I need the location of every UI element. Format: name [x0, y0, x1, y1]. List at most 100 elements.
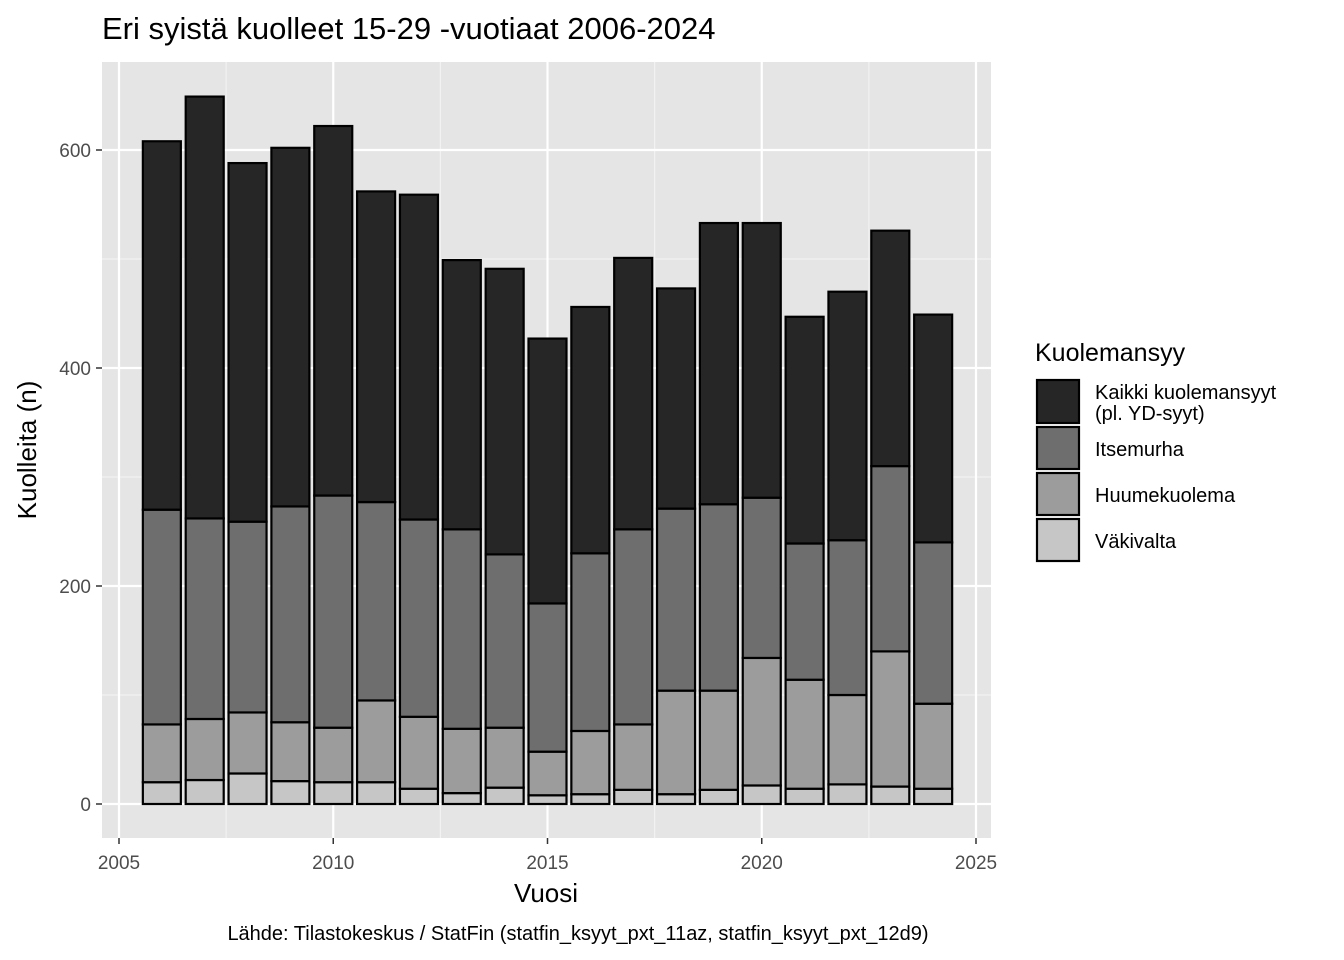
bar-2017-kaikki — [613, 256, 654, 531]
bar-2017-väkivalta — [613, 788, 654, 806]
bar-2018-kaikki — [655, 287, 697, 510]
y-axis-title: Kuolleita (n) — [12, 381, 42, 520]
chart-title: Eri syistä kuolleet 15-29 -vuotiaat 2006… — [102, 11, 715, 46]
y-axis: 0 200 400 600 — [59, 141, 102, 816]
bar-2007-huumekuolema — [184, 717, 225, 782]
x-tick-label: 2025 — [955, 853, 997, 874]
bar-2006-väkivalta — [141, 781, 182, 806]
y-tick-label: 200 — [59, 577, 91, 598]
bar-2007-kaikki — [184, 95, 225, 520]
bar-2011-huumekuolema — [356, 699, 397, 784]
bar-2022-huumekuolema — [827, 693, 868, 786]
bar-2021-kaikki — [784, 315, 825, 545]
bar-2019-kaikki — [698, 221, 740, 506]
bar-2020-huumekuolema — [741, 656, 782, 787]
legend-title: Kuolemansyy — [1035, 339, 1186, 367]
bar-2024-väkivalta — [913, 787, 954, 806]
bar-2008-itsemurha — [227, 520, 268, 714]
bar-2013-itsemurha — [441, 528, 482, 730]
bar-2021-huumekuolema — [784, 678, 825, 790]
legend-swatch-2 — [1035, 425, 1081, 471]
bar-2013-väkivalta — [441, 791, 482, 806]
bar-2022-väkivalta — [827, 783, 868, 806]
bar-2021-väkivalta — [784, 787, 825, 806]
x-tick-label: 2010 — [312, 853, 354, 874]
bar-2016-väkivalta — [570, 793, 611, 806]
bar-2010-huumekuolema — [313, 726, 354, 784]
legend-label: Kaikki kuolemansyyt — [1095, 382, 1277, 404]
bar-2020-väkivalta — [741, 784, 782, 806]
bar-2015-kaikki — [527, 337, 568, 605]
bar-2011-kaikki — [356, 190, 397, 504]
x-tick-label: 2015 — [526, 853, 568, 874]
bar-2006-kaikki — [141, 140, 182, 511]
bar-2010-kaikki — [313, 124, 354, 497]
bar-2019-itsemurha — [698, 503, 740, 692]
y-tick-label: 400 — [59, 359, 91, 380]
bar-2011-itsemurha — [356, 500, 397, 702]
legend-label: Väkivalta — [1095, 531, 1177, 553]
bar-2015-itsemurha — [527, 602, 568, 753]
bar-2008-kaikki — [227, 161, 268, 523]
bar-2009-huumekuolema — [270, 721, 311, 783]
bar-2010-väkivalta — [313, 781, 354, 806]
legend-label: (pl. YD-syyt) — [1095, 403, 1205, 425]
bar-2023-väkivalta — [870, 785, 911, 806]
bar-2023-kaikki — [870, 229, 911, 468]
bar-2016-kaikki — [570, 305, 611, 555]
bar-2008-huumekuolema — [227, 711, 268, 775]
bar-2014-väkivalta — [484, 786, 525, 806]
legend-label: Itsemurha — [1095, 439, 1185, 461]
x-axis-title: Vuosi — [514, 878, 578, 908]
bar-2022-itsemurha — [827, 539, 868, 697]
bars — [141, 95, 954, 806]
bar-2012-huumekuolema — [398, 715, 440, 790]
bar-2017-huumekuolema — [613, 723, 654, 791]
bar-2021-itsemurha — [784, 542, 825, 681]
bar-2013-huumekuolema — [441, 727, 482, 795]
bar-2011-väkivalta — [356, 781, 397, 806]
bar-2009-itsemurha — [270, 505, 311, 724]
bar-2018-itsemurha — [655, 507, 697, 692]
bar-2016-itsemurha — [570, 552, 611, 733]
bar-2007-väkivalta — [184, 778, 225, 806]
bar-2017-itsemurha — [613, 528, 654, 726]
bar-2024-huumekuolema — [913, 702, 954, 790]
bar-2008-väkivalta — [227, 772, 268, 806]
x-tick-label: 2020 — [741, 853, 783, 874]
bar-2023-huumekuolema — [870, 650, 911, 788]
bar-2018-huumekuolema — [655, 689, 697, 796]
bar-2019-huumekuolema — [698, 689, 740, 791]
y-tick-label: 0 — [80, 795, 91, 816]
bar-2020-itsemurha — [741, 496, 782, 660]
bar-2006-itsemurha — [141, 508, 182, 726]
caption: Lähde: Tilastokeskus / StatFin (statfin_… — [227, 923, 928, 945]
bar-2012-kaikki — [398, 193, 440, 521]
bar-2020-kaikki — [741, 221, 782, 499]
bar-2009-kaikki — [270, 146, 311, 508]
bar-2022-kaikki — [827, 290, 868, 542]
bar-2019-väkivalta — [698, 788, 740, 806]
bar-2024-itsemurha — [913, 541, 954, 705]
bar-2015-väkivalta — [527, 794, 568, 806]
x-tick-label: 2005 — [98, 853, 140, 874]
bar-2024-kaikki — [913, 313, 954, 544]
legend-swatch-4 — [1035, 517, 1081, 563]
bar-2010-itsemurha — [313, 494, 354, 729]
legend-swatch-1 — [1035, 378, 1081, 425]
bar-2009-väkivalta — [270, 780, 311, 806]
bar-2006-huumekuolema — [141, 723, 182, 784]
bar-2014-huumekuolema — [484, 726, 525, 789]
bar-2018-väkivalta — [655, 793, 697, 806]
bar-2007-itsemurha — [184, 517, 225, 721]
bar-2012-väkivalta — [398, 787, 440, 806]
bar-2012-itsemurha — [398, 518, 440, 718]
legend: Kuolemansyy Kaikki kuolemansyyt(pl. YD-s… — [1035, 339, 1277, 563]
bar-2014-itsemurha — [484, 553, 525, 729]
bar-2023-itsemurha — [870, 465, 911, 653]
bar-2014-kaikki — [484, 267, 525, 556]
bar-2013-kaikki — [441, 258, 482, 531]
bar-2015-huumekuolema — [527, 750, 568, 797]
x-axis: 2005 2010 2015 2020 2025 — [98, 838, 997, 874]
